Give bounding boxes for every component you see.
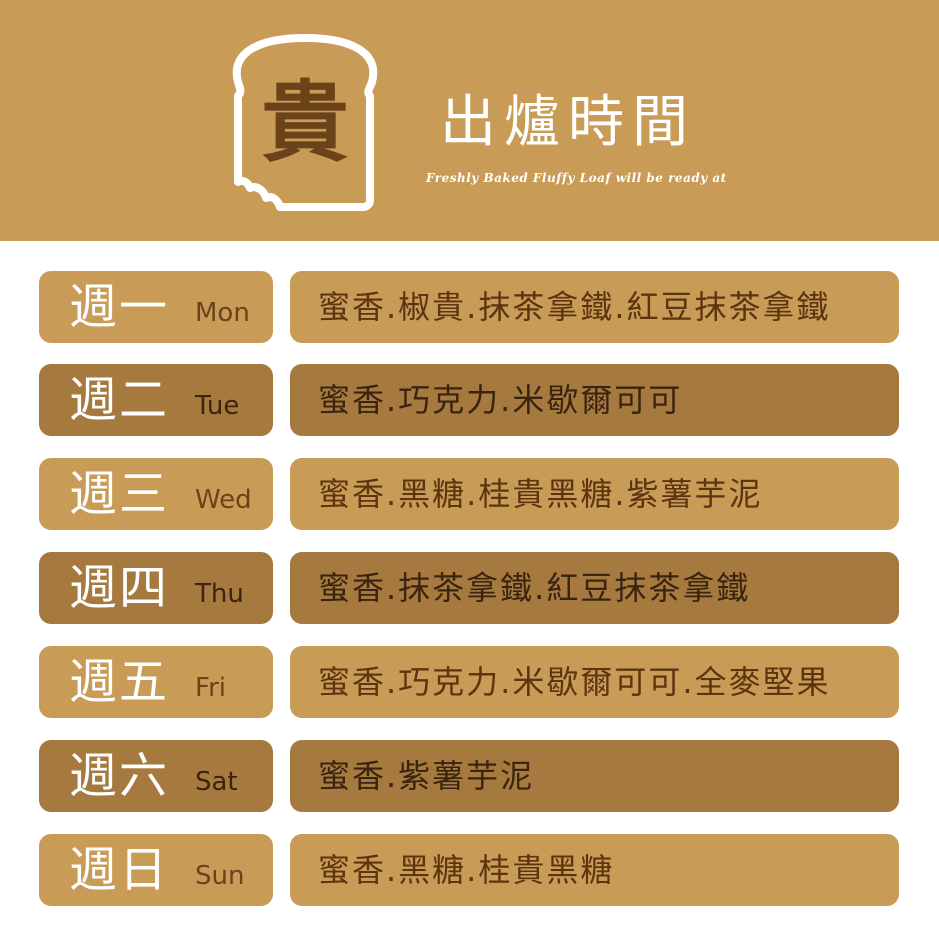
schedule-row-mon: 週一 Mon 蜜香.椒貴.抹茶拿鐵.紅豆抹茶拿鐵 <box>0 271 939 343</box>
schedule-row-tue: 週二 Tue 蜜香.巧克力.米歇爾可可 <box>0 364 939 436</box>
schedule-row-sat: 週六 Sat 蜜香.紫薯芋泥 <box>0 740 939 812</box>
menu-items: 蜜香.椒貴.抹茶拿鐵.紅豆抹茶拿鐵 <box>318 288 831 326</box>
bread-slice-icon <box>232 34 378 211</box>
day-chinese: 週四 <box>69 560 170 616</box>
day-english: Sat <box>195 767 238 797</box>
page-subtitle: Freshly Baked Fluffy Loaf will be ready … <box>426 171 727 185</box>
menu-box: 蜜香.黑糖.桂貴黑糖.紫薯芋泥 <box>290 458 899 530</box>
day-chinese: 週一 <box>69 279 170 335</box>
bread-logo: 貴 <box>220 32 390 212</box>
menu-items: 蜜香.巧克力.米歇爾可可.全麥堅果 <box>318 663 831 701</box>
day-chinese: 週二 <box>69 372 170 428</box>
day-chinese: 週日 <box>69 842 170 898</box>
day-label-box: 週二 Tue <box>39 364 273 436</box>
day-english: Sun <box>195 861 245 891</box>
day-label-box: 週五 Fri <box>39 646 273 718</box>
menu-box: 蜜香.紫薯芋泥 <box>290 740 899 812</box>
menu-items: 蜜香.紫薯芋泥 <box>318 757 535 795</box>
menu-box: 蜜香.椒貴.抹茶拿鐵.紅豆抹茶拿鐵 <box>290 271 899 343</box>
menu-items: 蜜香.黑糖.桂貴黑糖.紫薯芋泥 <box>318 475 763 513</box>
day-chinese: 週三 <box>69 466 170 522</box>
header-banner: 貴 出爐時間 Freshly Baked Fluffy Loaf will be… <box>0 0 939 241</box>
day-chinese: 週六 <box>69 748 170 804</box>
schedule-row-fri: 週五 Fri 蜜香.巧克力.米歇爾可可.全麥堅果 <box>0 646 939 718</box>
day-label-box: 週四 Thu <box>39 552 273 624</box>
day-label-box: 週一 Mon <box>39 271 273 343</box>
day-label-box: 週日 Sun <box>39 834 273 906</box>
day-english: Thu <box>195 579 244 609</box>
day-chinese: 週五 <box>69 654 170 710</box>
logo-character: 貴 <box>260 70 349 174</box>
day-english: Wed <box>195 485 252 515</box>
menu-box: 蜜香.巧克力.米歇爾可可 <box>290 364 899 436</box>
day-english: Mon <box>195 298 250 328</box>
day-label-box: 週六 Sat <box>39 740 273 812</box>
day-english: Tue <box>195 391 240 421</box>
schedule-row-wed: 週三 Wed 蜜香.黑糖.桂貴黑糖.紫薯芋泥 <box>0 458 939 530</box>
menu-items: 蜜香.抹茶拿鐵.紅豆抹茶拿鐵 <box>318 569 751 607</box>
schedule-row-thu: 週四 Thu 蜜香.抹茶拿鐵.紅豆抹茶拿鐵 <box>0 552 939 624</box>
menu-box: 蜜香.黑糖.桂貴黑糖 <box>290 834 899 906</box>
menu-box: 蜜香.巧克力.米歇爾可可.全麥堅果 <box>290 646 899 718</box>
page-title: 出爐時間 <box>440 90 696 155</box>
menu-box: 蜜香.抹茶拿鐵.紅豆抹茶拿鐵 <box>290 552 899 624</box>
schedule-row-sun: 週日 Sun 蜜香.黑糖.桂貴黑糖 <box>0 834 939 906</box>
menu-items: 蜜香.巧克力.米歇爾可可 <box>318 381 683 419</box>
day-english: Fri <box>195 673 226 703</box>
menu-items: 蜜香.黑糖.桂貴黑糖 <box>318 851 615 889</box>
day-label-box: 週三 Wed <box>39 458 273 530</box>
